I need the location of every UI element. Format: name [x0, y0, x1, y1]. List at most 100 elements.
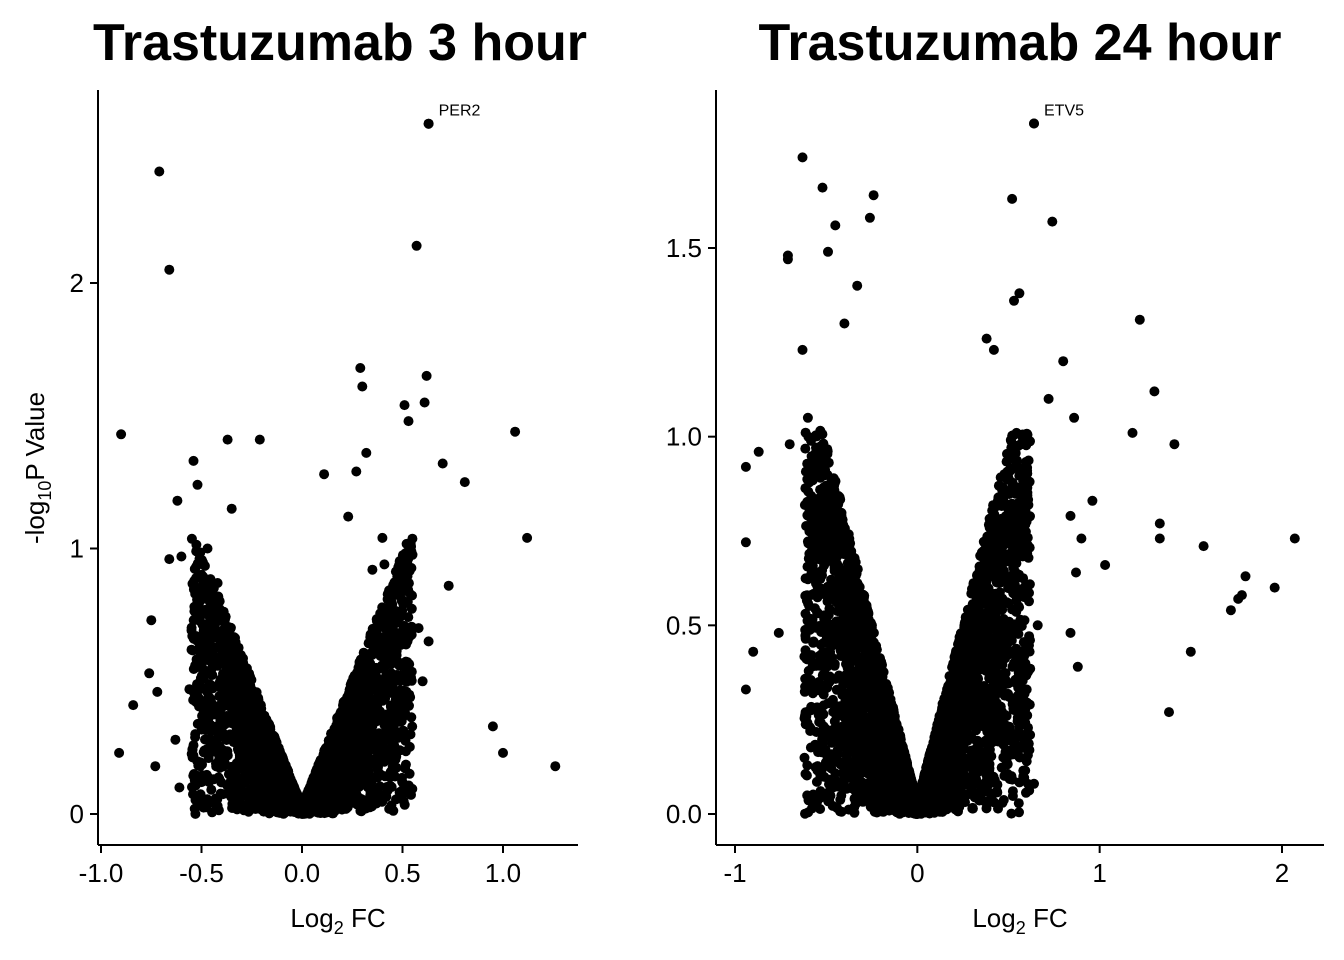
data-point — [222, 434, 233, 445]
data-point — [164, 264, 175, 275]
x-axis-label-base: Log — [290, 903, 333, 933]
data-point — [375, 769, 386, 780]
data-point — [234, 692, 245, 703]
data-point — [270, 780, 281, 791]
data-point — [128, 700, 139, 711]
data-point — [344, 702, 355, 713]
data-point — [329, 733, 340, 744]
data-point — [146, 615, 157, 626]
data-point — [201, 713, 212, 724]
data-point — [401, 665, 412, 675]
data-point — [198, 673, 209, 684]
data-point — [367, 564, 378, 575]
data-point — [355, 363, 366, 373]
data-point — [351, 682, 361, 693]
data-point — [200, 734, 210, 745]
data-point — [225, 701, 236, 712]
data-point — [459, 477, 470, 488]
data-point — [154, 166, 165, 177]
data-point — [413, 623, 424, 634]
x-axis-label: Log2 FC — [290, 903, 385, 938]
data-point — [369, 701, 380, 712]
data-point — [396, 705, 407, 716]
data-point — [817, 429, 828, 440]
data-point — [279, 774, 290, 785]
y-axis-label-rest: P Value — [20, 392, 50, 481]
data-point — [403, 416, 414, 427]
y-tick-label: 1 — [70, 534, 84, 564]
data-point — [385, 609, 396, 619]
data-point — [411, 240, 422, 251]
data-point — [437, 458, 448, 469]
data-point — [389, 631, 400, 642]
data-point — [388, 805, 399, 816]
data-point — [210, 745, 221, 756]
data-point — [212, 681, 223, 692]
data-point — [215, 638, 226, 649]
chart-title: Trastuzumab 3 hour — [93, 14, 587, 72]
data-point — [188, 770, 199, 781]
y-axis-label-base: -log — [20, 501, 50, 544]
data-point — [212, 578, 223, 588]
data-point — [550, 761, 561, 772]
data-point — [361, 447, 372, 458]
data-point — [379, 559, 390, 570]
data-point — [195, 792, 206, 802]
data-point — [443, 580, 454, 591]
data-point — [231, 678, 242, 689]
data-point — [247, 691, 258, 702]
data-point — [202, 543, 213, 554]
data-point — [309, 796, 320, 807]
data-point — [248, 706, 258, 717]
data-point — [202, 700, 213, 710]
data-point — [225, 783, 236, 794]
data-point — [406, 603, 417, 614]
data-point — [206, 784, 217, 795]
panel-24-hour: Trastuzumab 24 hour ETV5 -1 0 1 20.00.51.01… — [666, 14, 1324, 938]
data-point — [800, 768, 811, 779]
data-point — [222, 746, 233, 757]
data-point — [199, 745, 210, 756]
data-point — [309, 783, 320, 794]
data-point — [194, 588, 205, 599]
data-point — [221, 662, 232, 673]
data-point — [352, 742, 363, 753]
data-point — [233, 660, 244, 671]
data-point — [187, 645, 198, 656]
data-point — [400, 763, 411, 774]
data-point — [396, 790, 407, 801]
data-point — [172, 495, 183, 506]
data-point — [805, 742, 816, 753]
data-point — [371, 760, 381, 771]
data-point — [417, 676, 428, 687]
data-point — [192, 479, 203, 490]
data-point — [399, 400, 410, 411]
data-point — [343, 511, 354, 522]
data-point — [216, 756, 227, 767]
data-point — [255, 714, 266, 725]
data-point — [251, 774, 262, 785]
data-point — [419, 397, 430, 408]
data-point — [222, 692, 233, 703]
data-point — [397, 776, 408, 787]
data-point — [365, 782, 376, 793]
data-point — [264, 808, 275, 819]
data-point — [388, 723, 399, 734]
data-point — [267, 749, 277, 760]
data-point — [522, 532, 533, 543]
data-point — [114, 747, 125, 758]
data-point — [340, 725, 350, 736]
data-point — [348, 673, 359, 683]
data-point — [287, 799, 298, 810]
data-point — [407, 533, 418, 544]
data-point — [393, 570, 404, 580]
data-point — [403, 584, 413, 595]
data-point — [385, 771, 396, 782]
data-point — [242, 735, 253, 746]
data-point — [341, 739, 352, 750]
data-point — [189, 803, 200, 814]
data-point — [197, 759, 207, 770]
data-point — [279, 789, 290, 800]
data-point — [226, 503, 237, 514]
data-point — [400, 746, 411, 757]
